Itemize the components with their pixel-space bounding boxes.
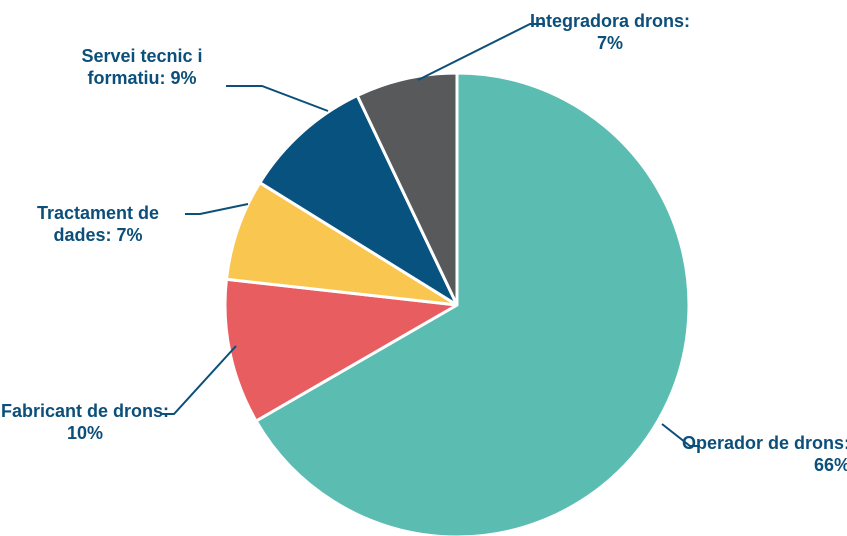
- slice-label: Tractament de dades: 7%: [36, 203, 160, 245]
- slice-label: Fabricant de drons: 10%: [0, 401, 170, 443]
- slice-label: Servei tecnic i formatiu: 9%: [81, 46, 203, 88]
- leader-line: [160, 345, 237, 415]
- slice-label: Integradora drons: 7%: [530, 11, 691, 53]
- leader-line: [661, 423, 700, 447]
- slices: [223, 71, 691, 536]
- leader-line: [226, 85, 329, 112]
- pie-slice: [224, 181, 459, 307]
- leader-line: [185, 203, 249, 215]
- leader-line: [417, 23, 545, 81]
- pie-slice: [355, 71, 459, 307]
- pie-slice: [258, 94, 459, 307]
- pie-slice: [254, 71, 691, 536]
- slice-label: Operador de drons: 66%: [681, 433, 847, 475]
